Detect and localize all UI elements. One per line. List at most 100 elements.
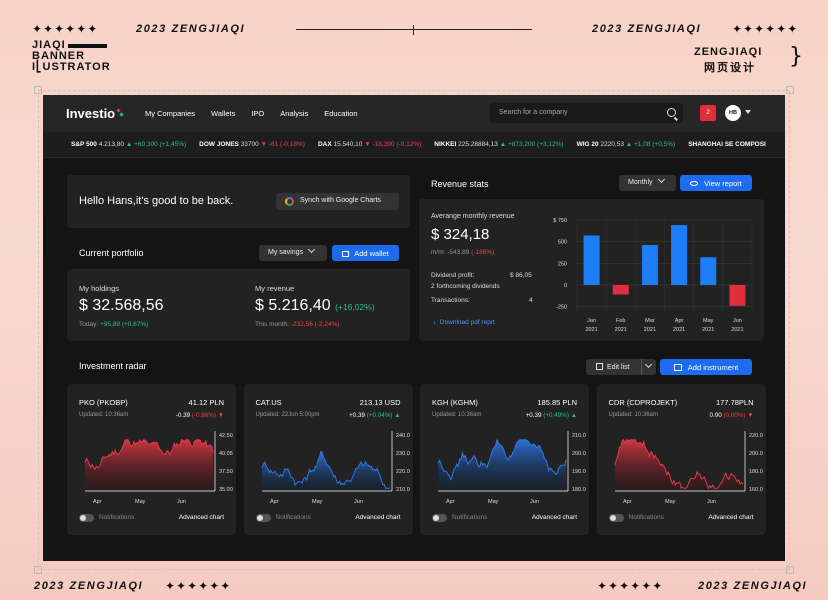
portfolio-card: My holdings $ 32.568,56 Today: +95,89 (+…: [67, 269, 410, 341]
brand-line-3: I⎣USTRATOR: [32, 61, 111, 73]
bar[interactable]: [612, 284, 629, 295]
triangle-down-icon: ▼: [364, 141, 371, 148]
search-placeholder: Search for a company: [499, 109, 568, 116]
edit-list-button[interactable]: Edit list: [586, 359, 656, 375]
brand-line-2: BANNER: [32, 50, 86, 62]
x-tick-label: Apr: [93, 499, 102, 505]
bar[interactable]: [671, 225, 688, 285]
bar[interactable]: [729, 284, 746, 306]
ticker-item[interactable]: DOW JONES 33700 ▼ -61 (-0,18%): [199, 141, 305, 148]
holdings-today: Today: +95,89 (+0,67%): [79, 321, 148, 328]
stars-bottom-left: ✦✦✦✦✦✦: [165, 579, 232, 593]
mom-label: m/m:: [431, 249, 446, 256]
x-tick-label: Jun: [707, 499, 716, 505]
nav-education[interactable]: Education: [324, 108, 358, 118]
download-pdf-link[interactable]: ↓ Download pdf reprt: [433, 319, 495, 326]
nav-ipo[interactable]: IPO: [251, 108, 265, 118]
triangle-down-icon: ▼: [260, 141, 268, 148]
ticker-item[interactable]: SHANGHAI SE COMPOSI: [688, 141, 766, 148]
brand-bar: [68, 44, 107, 48]
stars-top-right: ✦✦✦✦✦✦: [732, 22, 799, 36]
notification-badge[interactable]: 2: [700, 105, 716, 121]
instrument-card[interactable]: CAT.US 213.13 USD Updated: 22Jun 5:00pm …: [243, 384, 413, 535]
logo[interactable]: Investio: [66, 106, 123, 121]
search-input[interactable]: Search for a company: [490, 103, 683, 123]
notifications-toggle[interactable]: [79, 514, 94, 522]
instrument-name: CAT.US: [255, 398, 282, 407]
year-bottom-right: 2023 ZENGJIAQI: [698, 580, 808, 592]
y-tick-label: 35.00: [219, 487, 233, 493]
ticker-change: -61 (-0,18%): [268, 141, 305, 148]
instrument-card[interactable]: PKO (PKOBP) 41.12 PLN Updated: 10:36am -…: [67, 384, 236, 535]
advanced-chart-link[interactable]: Advanced chart: [708, 514, 754, 521]
nav-my-companies[interactable]: My Companies: [145, 108, 196, 118]
instrument-price: 41.12 PLN: [188, 398, 224, 407]
bar[interactable]: [641, 245, 658, 285]
bar[interactable]: [583, 235, 600, 285]
ticker-value: 33700: [240, 141, 259, 148]
instrument-card[interactable]: KGH (KGHM) 185.85 PLN Updated: 10:36am +…: [420, 384, 589, 535]
chevron-down-icon[interactable]: [745, 110, 751, 114]
nav-analysis[interactable]: Analysis: [280, 108, 309, 118]
x-tick-label: Apr: [446, 499, 455, 505]
revenue-stats-title: Revenue stats: [431, 179, 489, 189]
sync-google-charts-button[interactable]: Synch with Google Charts: [276, 193, 399, 210]
revenue-month-label: This month:: [255, 321, 289, 328]
instrument-change: +0.39 (+0.04%) ▲: [349, 412, 400, 419]
market-ticker: S&P 500 4.213,80 ▲ +60,300 (+1,45%) DOW J…: [43, 131, 785, 158]
bracket-icon: }: [789, 44, 803, 69]
x-tick-label: Feb: [616, 318, 625, 324]
revenue-label: My revenue: [255, 284, 295, 293]
ticker-item[interactable]: NIKKEI 225.28884,13 ▲ +873,200 (+3,12%): [434, 141, 563, 148]
chevron-down-icon: [307, 245, 316, 254]
frame-corner: [786, 566, 794, 574]
transactions-label: Transactions:: [431, 297, 470, 304]
add-instrument-button[interactable]: Add instrument: [660, 359, 752, 375]
advanced-chart-link[interactable]: Advanced chart: [355, 514, 401, 521]
price-area: [261, 451, 390, 491]
bar[interactable]: [700, 257, 717, 285]
x-tick-label: Mar: [645, 318, 655, 324]
ticker-name: S&P 500: [71, 141, 97, 148]
revenue-value-row: $ 5.216,40 (+16,02%): [255, 297, 375, 315]
ticker-item[interactable]: WIG 20 2220,53 ▲ +1,08 (+0,5%): [577, 141, 676, 148]
x-tick-year: 2021: [702, 327, 714, 333]
change-pct: (-0.96%): [191, 412, 217, 419]
change-value: -0.39: [175, 412, 191, 419]
search-icon[interactable]: [667, 108, 676, 117]
ticker-item[interactable]: DAX 15.540,10 ▼ -18,390 (-0,12%): [318, 141, 421, 148]
y-tick-label: $ 750: [553, 218, 567, 224]
y-tick-label: 160.00: [749, 487, 763, 493]
x-tick-label: Jun: [177, 499, 186, 505]
x-tick-year: 2021: [585, 327, 597, 333]
chevron-down-icon[interactable]: [641, 359, 656, 375]
avatar[interactable]: HB: [725, 105, 741, 121]
ticker-value: 2220,53: [600, 141, 624, 148]
mom-change: (-186%): [471, 249, 495, 256]
main-menu: My Companies Wallets IPO Analysis Educat…: [145, 109, 374, 118]
ticker-item[interactable]: S&P 500 4.213,80 ▲ +60,300 (+1,45%): [71, 141, 186, 148]
radar-title: Investment radar: [79, 361, 147, 371]
notifications-toggle[interactable]: [608, 514, 624, 522]
nav-wallets[interactable]: Wallets: [211, 108, 236, 118]
notifications-toggle[interactable]: [255, 514, 271, 522]
savings-select[interactable]: My savings: [259, 245, 327, 261]
notifications-toggle[interactable]: [432, 514, 447, 522]
revenue-month-change: -232,56 (-2,24%): [290, 321, 340, 328]
x-tick-label: Apr: [270, 499, 279, 505]
instrument-card[interactable]: CDR (CDPROJEKT) 177.78PLN Updated: 10:36…: [596, 384, 766, 535]
edit-list-label: Edit list: [607, 364, 630, 371]
instrument-price: 213.13 USD: [359, 398, 401, 407]
view-report-button[interactable]: View report: [680, 175, 752, 191]
advanced-chart-link[interactable]: Advanced chart: [531, 514, 577, 521]
period-select[interactable]: Monthly: [619, 175, 676, 191]
x-tick-label: May: [135, 499, 146, 505]
change-pct: (+0.04%): [366, 412, 393, 419]
add-wallet-button[interactable]: Add wallet: [332, 245, 399, 261]
x-tick-label: May: [703, 318, 714, 324]
y-tick-label: 37.50: [219, 469, 233, 475]
avg-value: $ 324,18: [431, 226, 490, 243]
advanced-chart-link[interactable]: Advanced chart: [178, 514, 224, 521]
holdings-today-label: Today:: [79, 321, 99, 328]
y-tick-label: 210.00: [572, 433, 586, 439]
